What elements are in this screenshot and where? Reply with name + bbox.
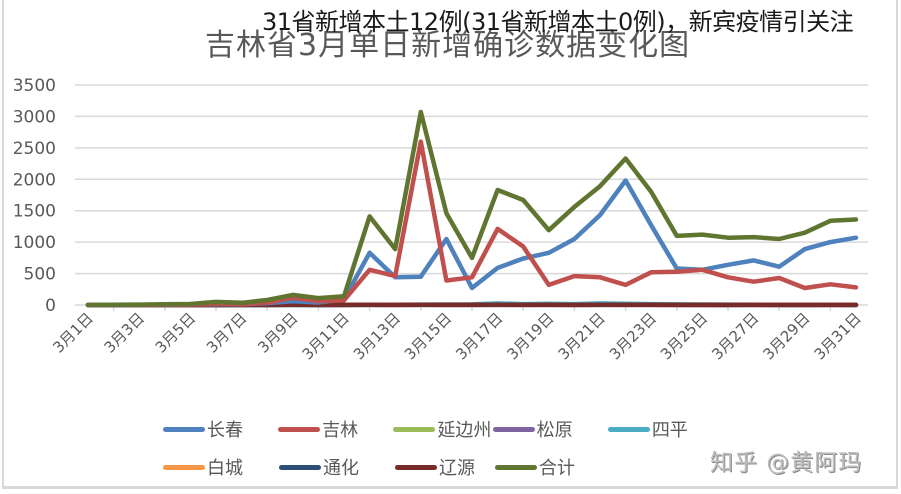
x-tick-label: 3月25日	[657, 309, 711, 363]
x-tick-label: 3月29日	[759, 309, 813, 363]
x-tick-label: 3月19日	[503, 309, 557, 363]
legend-swatch-icon	[395, 464, 437, 470]
series-line-8	[85, 109, 859, 307]
y-tick-label: 2000	[13, 170, 56, 190]
legend-swatch-icon	[278, 426, 321, 432]
legend-row-1: 长春 吉林 延边州 松原 四平	[163, 410, 723, 448]
legend-item-liaoyuan[interactable]: 辽源	[395, 454, 495, 480]
legend-label: 辽源	[439, 458, 475, 479]
legend-item-jilin[interactable]: 吉林	[278, 416, 393, 442]
y-tick-label: 1000	[13, 233, 56, 253]
legend-swatch-icon	[163, 464, 205, 470]
y-axis: 0 500 1000 1500 2000 2500 3000 3500	[13, 76, 56, 316]
legend-swatch-icon	[279, 464, 321, 470]
legend-swatch-icon	[607, 426, 650, 432]
legend-label: 四平	[651, 420, 688, 441]
x-tick-label: 3月9日	[254, 309, 301, 356]
x-tick-label: 3月11日	[299, 309, 353, 363]
article-headline: 31省新增本土12例(31省新增本土0例)，新宾疫情引关注	[262, 8, 854, 36]
y-tick-label: 1500	[13, 202, 56, 222]
legend-label: 长春	[207, 420, 243, 441]
legend-label: 通化	[323, 458, 359, 479]
series-line-1	[85, 139, 859, 308]
x-tick-label: 3月23日	[606, 309, 660, 363]
y-tick-label: 500	[24, 265, 56, 285]
y-tick-label: 3000	[13, 107, 56, 127]
legend-item-siping[interactable]: 四平	[607, 416, 723, 442]
legend-label: 松原	[536, 420, 573, 441]
legend-label: 延边州	[437, 420, 492, 441]
x-axis: 3月1日 3月3日 3月5日 3月7日 3月9日3月11日3月13日3月15日3月17日…	[49, 304, 868, 363]
legend-item-changchun[interactable]: 长春	[163, 416, 278, 442]
legend-item-yanbian[interactable]: 延边州	[393, 416, 492, 442]
x-tick-label: 3月5日	[152, 309, 199, 356]
legend-swatch-icon	[163, 426, 205, 432]
gridlines	[75, 84, 868, 275]
x-tick-label: 3月27日	[708, 309, 762, 363]
x-tick-label: 3月3日	[101, 309, 148, 356]
watermark: 知乎 @黄阿玛	[710, 450, 863, 476]
legend-label: 吉林	[322, 420, 359, 441]
x-tick-label: 3月17日	[452, 309, 506, 363]
y-tick-label: 3500	[13, 76, 56, 96]
x-tick-label: 3月7日	[203, 309, 250, 356]
x-tick-label: 3月21日	[555, 309, 609, 363]
legend-swatch-icon	[393, 426, 436, 432]
legend-item-total[interactable]: 合计	[495, 454, 611, 480]
series-lines	[85, 109, 859, 308]
legend-row-2: 白城 通化 辽源 合计	[163, 448, 723, 486]
chart-title: 吉林省3月单日新增确诊数据变化图	[205, 28, 691, 63]
y-tick-label: 2500	[13, 139, 56, 159]
legend-item-baicheng[interactable]: 白城	[163, 454, 279, 480]
legend-label: 白城	[207, 458, 243, 479]
legend-label: 合计	[539, 458, 575, 479]
legend-swatch-icon	[492, 426, 535, 432]
x-tick-label: 3月1日	[49, 309, 96, 356]
legend-item-tonghua[interactable]: 通化	[279, 454, 395, 480]
x-tick-label: 3月15日	[401, 309, 455, 363]
x-tick-label: 3月31日	[811, 309, 865, 363]
legend-swatch-icon	[495, 464, 537, 470]
y-tick-label: 0	[45, 296, 56, 316]
chart-legend: 长春 吉林 延边州 松原 四平 白城 通化 辽源	[163, 410, 723, 486]
legend-item-songyuan[interactable]: 松原	[492, 416, 608, 442]
x-tick-label: 3月13日	[350, 309, 404, 363]
